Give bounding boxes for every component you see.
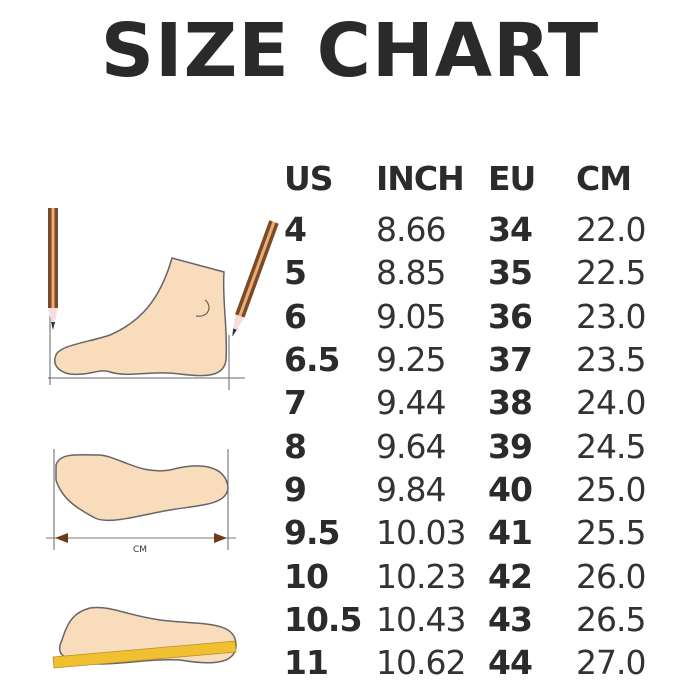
cell-us: 6 — [284, 296, 307, 336]
cell-us: 9.5 — [284, 513, 340, 553]
table-row: 10.5 10.43 43 26.5 — [284, 598, 656, 641]
cell-eu: 43 — [488, 599, 533, 639]
page-title: SIZE CHART — [100, 8, 600, 94]
cell-us: 10 — [284, 556, 329, 596]
table-row: 6.5 9.25 37 23.5 — [284, 338, 656, 381]
cell-inch: 10.03 — [376, 513, 466, 553]
cell-eu: 37 — [488, 340, 533, 380]
table-row: 10 10.23 42 26.0 — [284, 554, 656, 597]
cell-eu: 36 — [488, 296, 533, 336]
cell-us: 11 — [284, 643, 329, 683]
cell-inch: 10.43 — [376, 599, 466, 639]
cell-cm: 27.0 — [576, 643, 646, 683]
table-row: 7 9.44 38 24.0 — [284, 381, 656, 424]
cell-cm: 25.5 — [576, 513, 646, 553]
cell-us: 7 — [284, 383, 307, 423]
cell-inch: 9.05 — [376, 296, 446, 336]
cell-us: 10.5 — [284, 599, 362, 639]
side-view-foot — [48, 208, 279, 390]
pencil-icon — [48, 208, 58, 330]
cell-eu: 42 — [488, 556, 533, 596]
cell-inch: 8.66 — [376, 210, 446, 250]
cell-cm: 23.0 — [576, 296, 646, 336]
column-header-inch: INCH — [376, 158, 465, 198]
cell-us: 8 — [284, 426, 307, 466]
cell-eu: 35 — [488, 253, 533, 293]
cell-inch: 9.64 — [376, 426, 446, 466]
cell-cm: 23.5 — [576, 340, 646, 380]
cell-cm: 26.0 — [576, 556, 646, 596]
cell-cm: 26.5 — [576, 599, 646, 639]
cell-eu: 34 — [488, 210, 533, 250]
cell-inch: 10.23 — [376, 556, 466, 596]
cell-cm: 22.0 — [576, 210, 646, 250]
cell-us: 5 — [284, 253, 307, 293]
table-row: 9 9.84 40 25.0 — [284, 468, 656, 511]
table-row: 5 8.85 35 22.5 — [284, 251, 656, 294]
table-header: US INCH EU CM — [284, 148, 656, 208]
cell-cm: 24.5 — [576, 426, 646, 466]
cell-eu: 38 — [488, 383, 533, 423]
pencil-icon — [227, 220, 279, 339]
table-row: 4 8.66 34 22.0 — [284, 208, 656, 251]
cell-eu: 39 — [488, 426, 533, 466]
size-table: US INCH EU CM 4 8.66 34 22.0 5 8.85 35 22.5 6 9.0… — [284, 148, 656, 684]
cell-eu: 41 — [488, 513, 533, 553]
cell-inch: 9.84 — [376, 469, 446, 509]
cell-eu: 44 — [488, 643, 533, 683]
cell-inch: 8.85 — [376, 253, 446, 293]
top-view-foot: CM — [46, 449, 236, 555]
cell-cm: 22.5 — [576, 253, 646, 293]
cell-inch: 9.25 — [376, 340, 446, 380]
cell-us: 9 — [284, 469, 307, 509]
column-header-eu: EU — [488, 158, 536, 198]
column-header-cm: CM — [576, 158, 632, 198]
foot-with-ruler — [52, 606, 237, 669]
column-header-us: US — [284, 158, 334, 198]
cell-cm: 25.0 — [576, 469, 646, 509]
measure-label: CM — [133, 545, 147, 555]
table-row: 6 9.05 36 23.0 — [284, 295, 656, 338]
cell-us: 4 — [284, 210, 307, 250]
cell-cm: 24.0 — [576, 383, 646, 423]
cell-eu: 40 — [488, 469, 533, 509]
cell-inch: 9.44 — [376, 383, 446, 423]
table-row: 8 9.64 39 24.5 — [284, 424, 656, 467]
cell-inch: 10.62 — [376, 643, 466, 683]
cell-us: 6.5 — [284, 340, 340, 380]
table-row: 9.5 10.03 41 25.5 — [284, 511, 656, 554]
table-row: 11 10.62 44 27.0 — [284, 641, 656, 684]
